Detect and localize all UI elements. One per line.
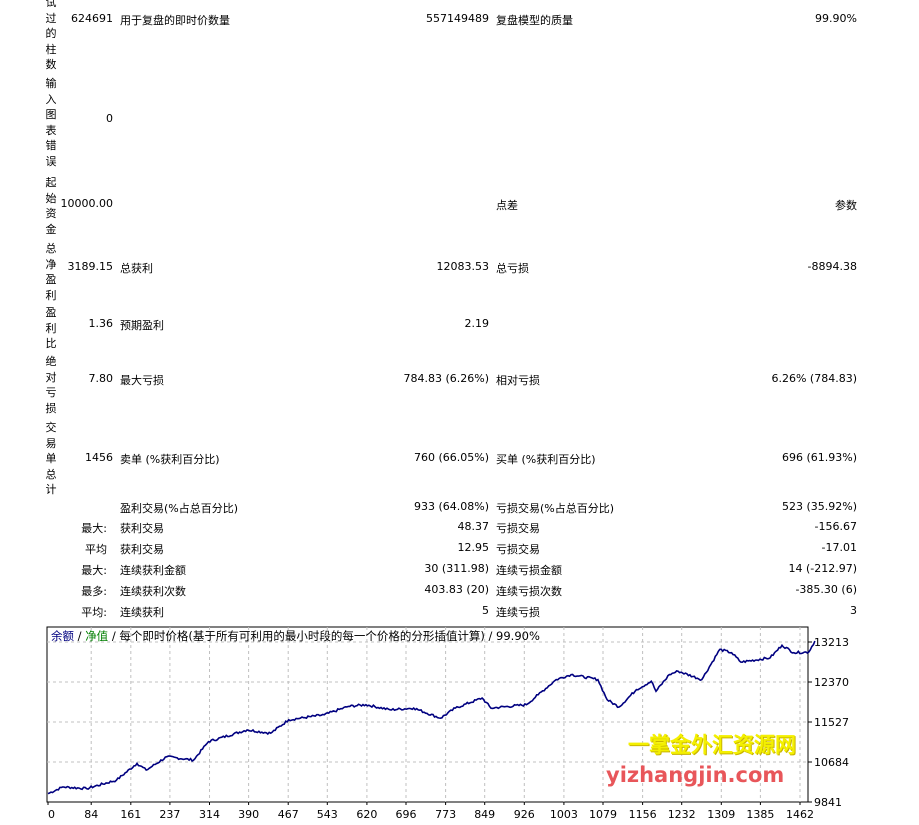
label-expected-payoff: 预期盈利	[120, 319, 164, 332]
value-bars-tested: 624691	[71, 12, 113, 25]
value-max-drawdown: 784.83 (6.26%)	[403, 372, 489, 385]
label-short-positions: 卖单 (%获利百分比)	[120, 453, 220, 466]
row-value-right: 523 (35.92%)	[781, 500, 857, 513]
value-modelling-quality: 99.90%	[815, 12, 857, 25]
row-value-left: 30 (311.98)	[424, 562, 489, 575]
x-tick-label: 161	[120, 808, 141, 821]
x-tick-label: 849	[474, 808, 495, 821]
row-value-left: 933 (64.08%)	[413, 500, 489, 513]
row-prefix: 最大:	[81, 522, 107, 535]
row-value-left: 403.83 (20)	[424, 583, 489, 596]
row-value-right: 3	[850, 604, 857, 617]
x-tick-label: 1309	[707, 808, 735, 821]
row-label-right: 连续亏损	[496, 606, 540, 619]
x-tick-label: 1232	[668, 808, 696, 821]
value-ticks-modelled: 557149489	[426, 12, 489, 25]
x-tick-label: 84	[84, 808, 98, 821]
row-label-left: 连续获利	[120, 606, 164, 619]
label-rel-drawdown: 相对亏损	[496, 374, 540, 387]
label-modelling-quality: 复盘模型的质量	[496, 14, 573, 27]
y-tick-label: 10684	[814, 756, 849, 769]
chart-legend: 余额 / 净值 / 每个即时价格(基于所有可利用的最小时段的每一个价格的分形插值…	[51, 629, 540, 643]
row-value-left: 5	[482, 604, 489, 617]
row-label-right: 连续亏损金额	[496, 564, 562, 577]
x-tick-label: 543	[317, 808, 338, 821]
row-label-right: 亏损交易	[496, 543, 540, 556]
label-gross-loss: 总亏损	[496, 262, 529, 275]
label-bars-tested: 试过的柱数	[45, 0, 57, 71]
x-tick-label: 1462	[786, 808, 814, 821]
row-prefix: 最大:	[81, 564, 107, 577]
y-tick-label: 12370	[814, 676, 849, 689]
label-max-drawdown: 最大亏损	[120, 374, 164, 387]
value-total-trades: 1456	[85, 451, 113, 464]
value-expected-payoff: 2.19	[464, 317, 490, 330]
row-label-left: 获利交易	[120, 522, 164, 535]
x-tick-label: 773	[435, 808, 456, 821]
value-gross-profit: 12083.53	[436, 260, 490, 273]
label-gross-profit: 总获利	[120, 262, 153, 275]
x-tick-label: 926	[514, 808, 535, 821]
value-long-positions: 696 (61.93%)	[781, 451, 857, 464]
y-tick-label: 11527	[814, 716, 849, 729]
value-initial-deposit: 10000.00	[60, 197, 114, 210]
x-tick-label: 237	[159, 808, 180, 821]
legend-equity: 净值	[85, 629, 108, 643]
label-total-trades: 交易单总计	[45, 421, 57, 496]
row-label-left: 盈利交易(%占总百分比)	[120, 502, 239, 515]
value-gross-loss: -8894.38	[807, 260, 857, 273]
watermark-cn: 一掌金外汇资源网	[628, 733, 796, 757]
x-tick-label: 1003	[550, 808, 578, 821]
row-label-right: 亏损交易(%占总百分比)	[496, 502, 615, 515]
legend-balance: 余额	[51, 629, 74, 643]
x-tick-label: 620	[356, 808, 377, 821]
row-value-right: 14 (-212.97)	[788, 562, 857, 575]
x-tick-label: 696	[395, 808, 416, 821]
value-net-profit: 3189.15	[67, 260, 114, 273]
x-tick-label: 467	[278, 808, 299, 821]
value-spread: 参数	[835, 199, 857, 212]
label-initial-deposit: 起始资金	[45, 176, 57, 236]
label-net-profit: 总净盈利	[45, 242, 57, 302]
row-value-right: -156.67	[814, 520, 857, 533]
row-prefix: 平均	[85, 543, 107, 556]
row-prefix: 最多:	[81, 585, 107, 598]
label-ticks-modelled: 用于复盘的即时价数量	[120, 14, 230, 27]
row-value-left: 48.37	[457, 520, 490, 533]
x-tick-label: 390	[238, 808, 259, 821]
label-spread: 点差	[496, 199, 518, 212]
label-profit-factor: 盈利比	[45, 306, 57, 350]
x-tick-label: 1079	[589, 808, 617, 821]
equity-chart: 13213 12370 11527 10684 9841 0 84 161 237 314 390 4…	[46, 626, 849, 821]
row-value-left: 12.95	[457, 541, 490, 554]
row-label-right: 亏损交易	[496, 522, 540, 535]
equity-line	[47, 640, 816, 795]
row-label-right: 连续亏损次数	[496, 585, 562, 598]
row-value-right: -385.30 (6)	[795, 583, 857, 596]
value-rel-drawdown: 6.26% (784.83)	[771, 372, 857, 385]
y-tick-label: 13213	[814, 636, 849, 649]
value-abs-drawdown: 7.80	[88, 372, 114, 385]
row-prefix: 平均:	[81, 606, 107, 619]
x-tick-label: 1156	[629, 808, 657, 821]
x-tick-label: 314	[199, 808, 220, 821]
y-tick-label: 9841	[814, 796, 842, 809]
label-long-positions: 买单 (%获利百分比)	[496, 453, 596, 466]
value-short-positions: 760 (66.05%)	[413, 451, 489, 464]
row-value-right: -17.01	[821, 541, 857, 554]
watermark-url: yizhangjin.com	[606, 763, 785, 787]
label-chart-errors: 输入图表错误	[45, 77, 57, 168]
row-label-left: 连续获利次数	[120, 585, 186, 598]
value-profit-factor: 1.36	[88, 317, 114, 330]
row-label-left: 连续获利金额	[120, 564, 186, 577]
row-label-left: 获利交易	[120, 543, 164, 556]
label-abs-drawdown: 绝对亏损	[45, 355, 57, 415]
value-chart-errors: 0	[106, 112, 113, 125]
legend-model-info: / 每个即时价格(基于所有可利用的最小时段的每一个价格的分形插值计算) / 99…	[108, 629, 540, 643]
x-tick-label: 0	[48, 808, 55, 821]
x-tick-label: 1385	[746, 808, 774, 821]
legend-separator: /	[74, 629, 85, 643]
